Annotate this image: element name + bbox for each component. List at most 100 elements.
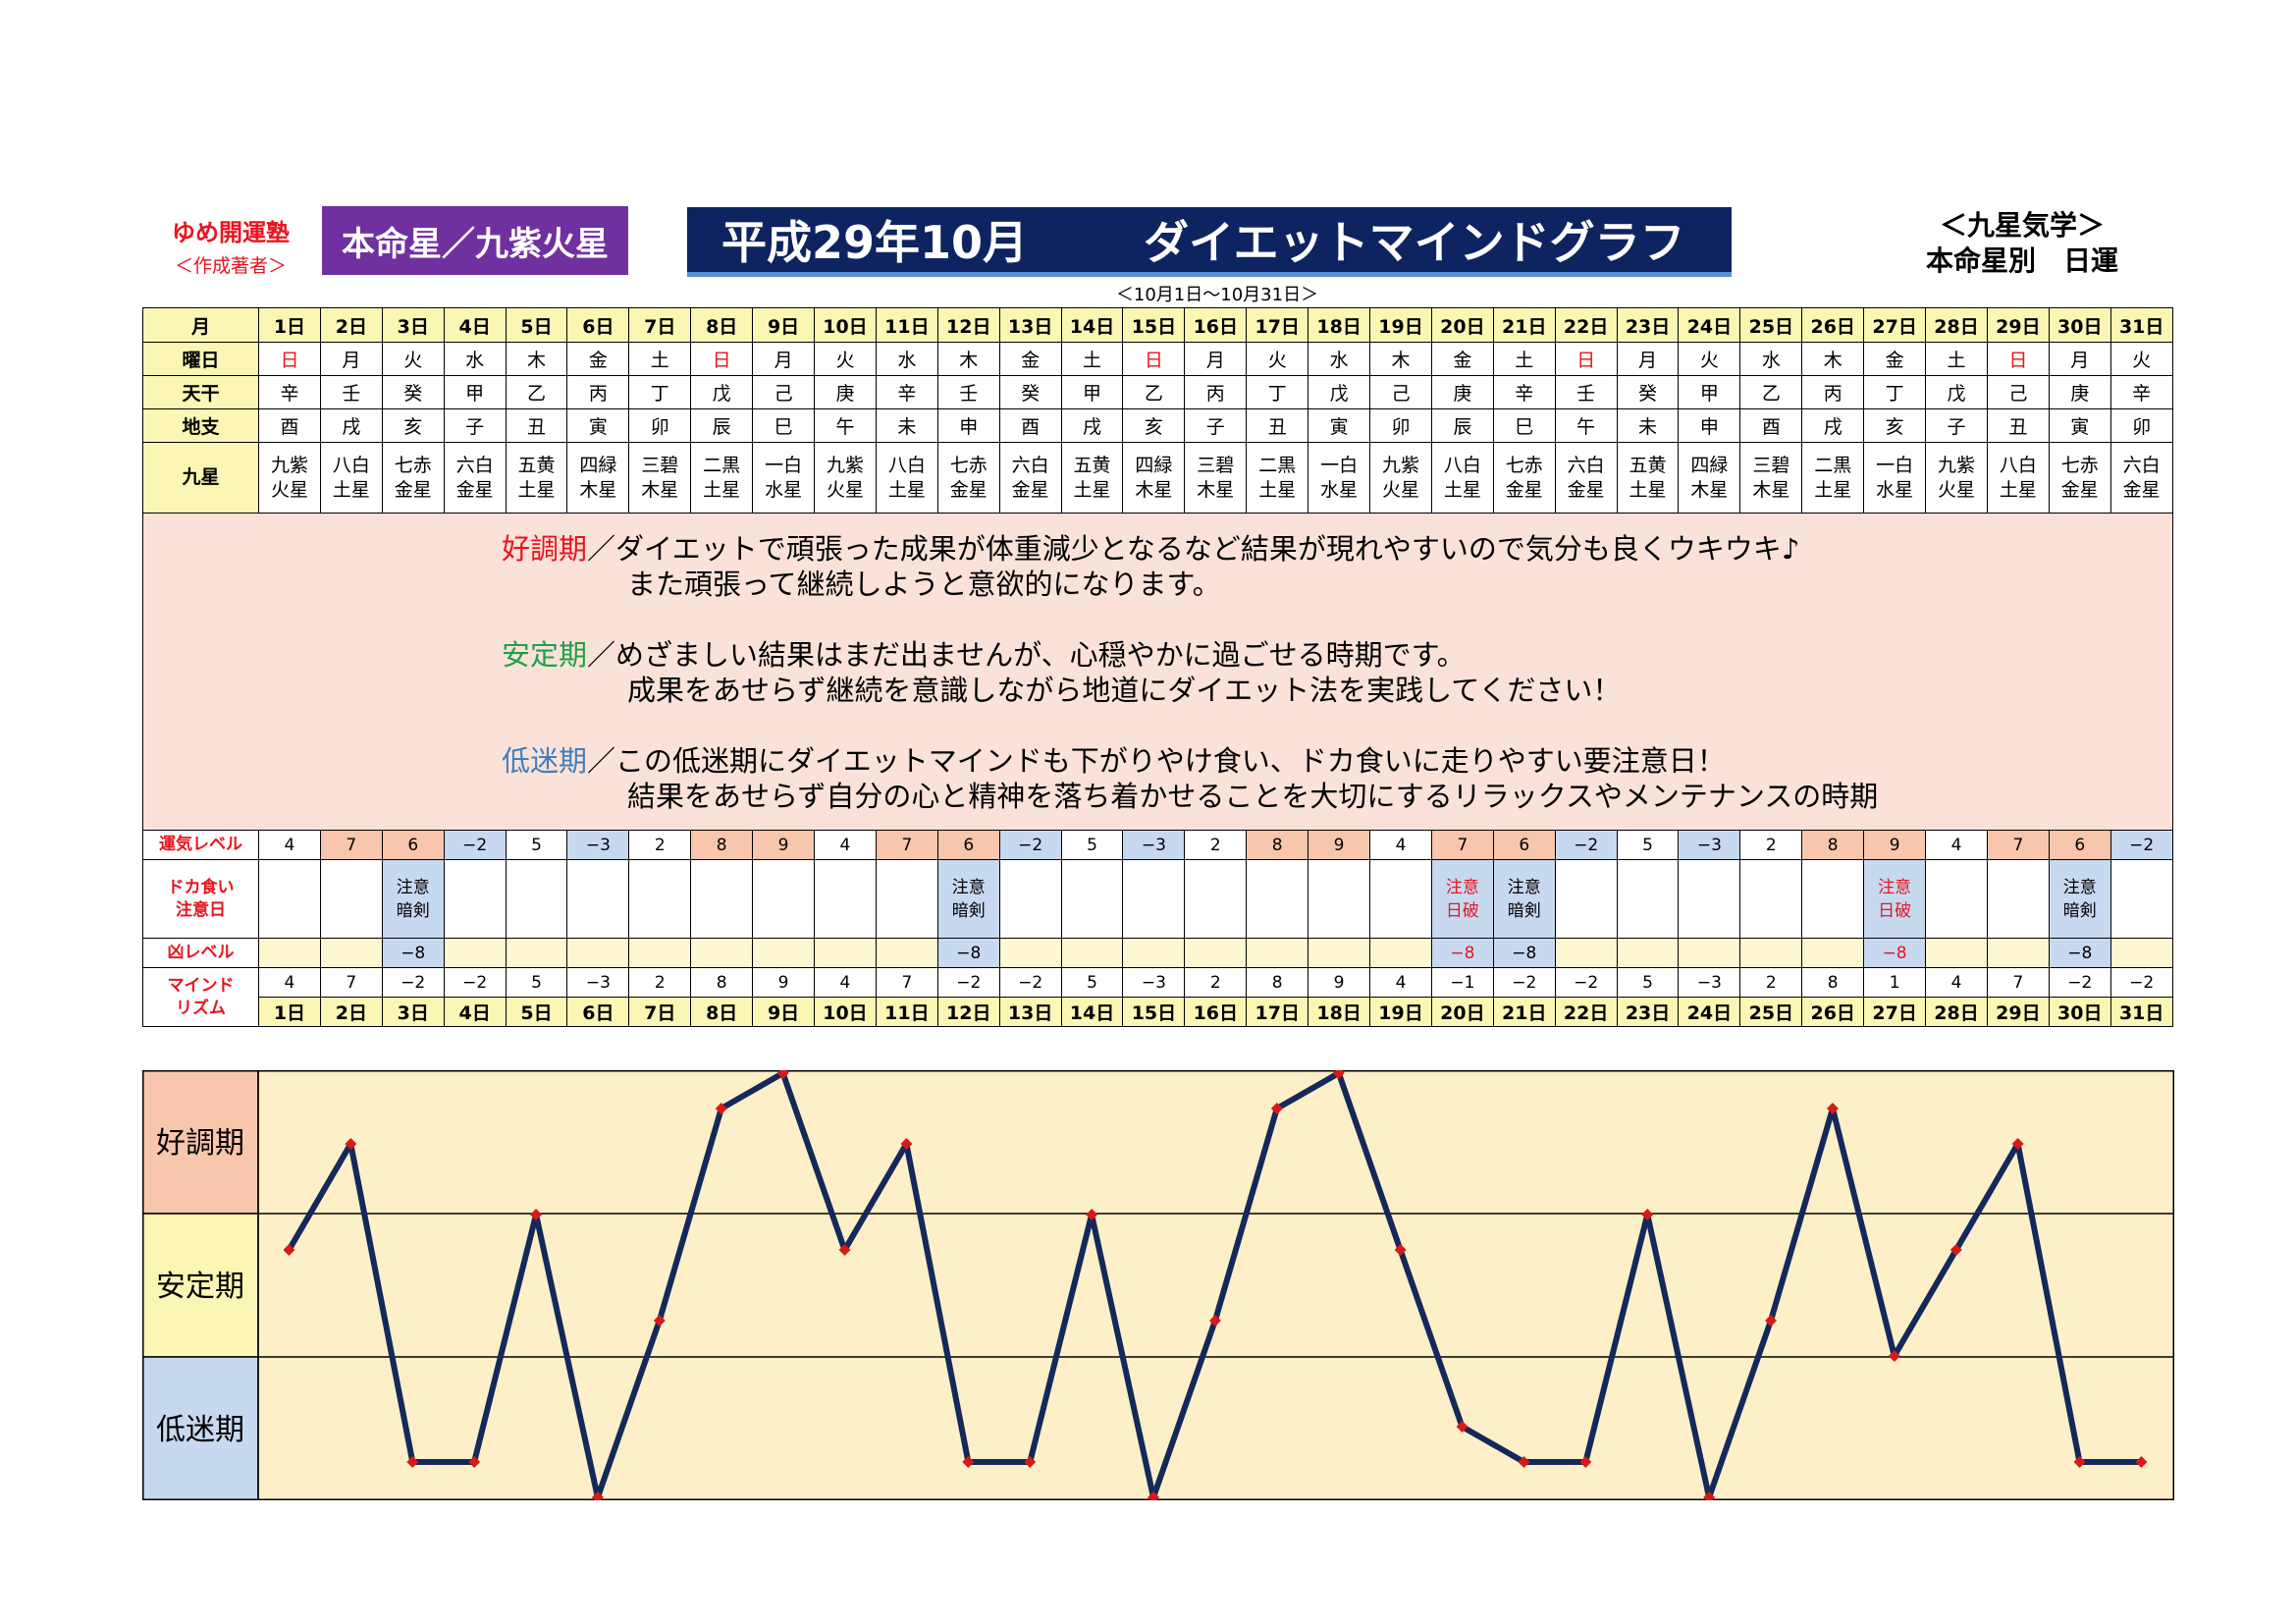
date-cell-text: 22日 bbox=[1563, 315, 1609, 338]
kyo-cell: −8 bbox=[936, 938, 1000, 968]
date-cell-bottom: 13日 bbox=[998, 997, 1062, 1027]
kyusei-cell-text: 金星 bbox=[2060, 478, 2099, 501]
data-point bbox=[1765, 1315, 1778, 1326]
tenkan-cell-text: 戊 bbox=[1947, 383, 1966, 405]
tenkan-cell: 乙 bbox=[1122, 375, 1186, 409]
tenkan-cell: 辛 bbox=[1492, 375, 1556, 409]
tenkan-cell-text: 庚 bbox=[1453, 383, 1472, 405]
date-cell-text: 7日 bbox=[644, 315, 676, 338]
kyo-cell bbox=[1986, 938, 2050, 968]
unki-cell-text: 9 bbox=[1333, 835, 1345, 855]
dokagui-cell bbox=[566, 859, 630, 939]
row-weekday: 曜日 日 月 火 水 木 金 土 日 月 火 水 木 金 土 日 月 火 水 木 金 土 日 月 火 水 木 金 土 日 月 火 bbox=[142, 342, 2173, 376]
unki-cell-text: 8 bbox=[716, 835, 727, 855]
date-cell-bottom: 8日 bbox=[690, 997, 754, 1027]
row-dokagui-label-text: ドカ食い bbox=[167, 877, 235, 897]
row-mind-label-text: リズム bbox=[176, 998, 226, 1018]
description-row: 好調期／ダイエットで頑張った成果が体重減少となるなど結果が現れやすいので気分も良… bbox=[142, 513, 2173, 831]
weekday-cell: 土 bbox=[628, 342, 692, 376]
data-point bbox=[2011, 1138, 2024, 1150]
date-cell-text: 5日 bbox=[520, 315, 553, 338]
date-cell-bottom-text: 22日 bbox=[1563, 1002, 1609, 1024]
date-cell-bottom: 30日 bbox=[2048, 997, 2111, 1027]
date-cell-text: 13日 bbox=[1007, 315, 1053, 338]
row-tenkan-label-text: 天干 bbox=[182, 383, 220, 405]
tenkan-cell: 乙 bbox=[1739, 375, 1803, 409]
tenkan-cell-text: 乙 bbox=[1761, 383, 1781, 405]
date-cell: 10日 bbox=[814, 307, 877, 343]
weekday-cell: 火 bbox=[2109, 342, 2173, 376]
kyo-cell bbox=[1122, 938, 1186, 968]
kyo-cell-text: −8 bbox=[1450, 943, 1475, 963]
date-cell-bottom: 28日 bbox=[1925, 997, 1988, 1027]
dokagui-cell-text: 注意 bbox=[1445, 877, 1479, 897]
unki-cell: 7 bbox=[1430, 830, 1494, 860]
desc-good-text1: ／ダイエットで頑張った成果が体重減少となるなど結果が現れやすいので気分も良くウキ… bbox=[587, 532, 1800, 566]
date-cell-bottom-text: 17日 bbox=[1255, 1002, 1300, 1024]
dokagui-cell-text: 暗剣 bbox=[396, 900, 430, 921]
weekday-cell: 水 bbox=[1739, 342, 1803, 376]
date-cell-bottom: 6日 bbox=[566, 997, 630, 1027]
desc-low: 低迷期／この低迷期にダイエットマインドも下がりやけ食い、ドカ食いに走りやすい要注… bbox=[502, 743, 2171, 814]
unki-cell-text: 2 bbox=[654, 835, 666, 855]
kyo-cell: −8 bbox=[1430, 938, 1494, 968]
unki-cell: 5 bbox=[1060, 830, 1124, 860]
data-point bbox=[468, 1456, 481, 1468]
unki-cell: 2 bbox=[628, 830, 692, 860]
kyusei-cell-text: 木星 bbox=[641, 478, 679, 501]
unki-cell: 8 bbox=[1246, 830, 1309, 860]
kyusei-cell-text: 金星 bbox=[1505, 478, 1543, 501]
data-point bbox=[283, 1244, 295, 1256]
kyo-cell bbox=[1801, 938, 1865, 968]
mind-cell: −3 bbox=[1122, 967, 1186, 998]
unki-cell: 9 bbox=[1863, 830, 1927, 860]
kyusei-cell-text: 木星 bbox=[579, 478, 617, 501]
weekday-cell: 日 bbox=[1122, 342, 1186, 376]
unki-cell-text: 8 bbox=[1271, 835, 1283, 855]
kyusei-cell-text: 金星 bbox=[1011, 478, 1049, 501]
unki-cell: 7 bbox=[875, 830, 938, 860]
date-cell-bottom-text: 27日 bbox=[1872, 1002, 1917, 1024]
kyusei-cell-text: 三碧 bbox=[641, 454, 679, 476]
date-cell: 19日 bbox=[1369, 307, 1432, 343]
kyusei-cell-text: 土星 bbox=[703, 478, 741, 501]
date-cell: 1日 bbox=[258, 307, 321, 343]
row-month-label-text: 月 bbox=[190, 315, 210, 338]
tenkan-cell-text: 庚 bbox=[835, 383, 855, 405]
tenkan-cell: 甲 bbox=[443, 375, 507, 409]
kyusei-cell-text: 七赤 bbox=[394, 454, 432, 476]
kyo-cell bbox=[1308, 938, 1371, 968]
date-cell-bottom-text: 12日 bbox=[946, 1002, 991, 1024]
chishi-cell: 卯 bbox=[1369, 408, 1432, 443]
kyusei-cell-text: 水星 bbox=[1320, 478, 1359, 501]
chishi-cell-text: 戌 bbox=[1083, 416, 1102, 438]
kyusei-cell-text: 土星 bbox=[1629, 478, 1667, 501]
unki-cell-text: 5 bbox=[531, 835, 542, 855]
row-date-bottom: 1日 2日 3日 4日 5日 6日 7日 8日 9日 10日 11日 12日 13日 14日 15日 16日 1… bbox=[143, 997, 2173, 1027]
kyo-cell bbox=[1616, 938, 1680, 968]
kyusei-cell-text: 七赤 bbox=[949, 454, 988, 476]
date-cell-text: 24日 bbox=[1686, 315, 1733, 338]
tenkan-cell-text: 甲 bbox=[1699, 383, 1719, 405]
kyusei-cell: 三碧 木星 bbox=[1739, 442, 1803, 514]
weekday-cell-text: 水 bbox=[1761, 350, 1781, 371]
chishi-cell: 戌 bbox=[319, 408, 383, 443]
date-cell-bottom: 22日 bbox=[1554, 997, 1618, 1027]
kyusei-cell-text: 土星 bbox=[517, 478, 556, 501]
data-point bbox=[1208, 1315, 1221, 1326]
weekday-cell-text: 日 bbox=[712, 350, 731, 371]
weekday-cell-text: 土 bbox=[1083, 350, 1102, 371]
data-point bbox=[1332, 1070, 1345, 1079]
mind-cell: 8 bbox=[1801, 967, 1865, 998]
kyusei-cell-text: 六白 bbox=[2122, 454, 2161, 476]
mind-cell: 2 bbox=[628, 967, 692, 998]
date-cell-bottom: 2日 bbox=[319, 997, 383, 1027]
date-cell-text: 26日 bbox=[1810, 315, 1855, 338]
dokagui-cell bbox=[628, 859, 692, 939]
chishi-cell-text: 巳 bbox=[774, 416, 793, 438]
unki-cell: 5 bbox=[505, 830, 568, 860]
tenkan-cell-text: 丙 bbox=[1823, 383, 1842, 405]
data-point bbox=[1518, 1456, 1530, 1468]
tenkan-cell-text: 甲 bbox=[465, 383, 485, 405]
row-chishi-label-text: 地支 bbox=[182, 416, 220, 438]
